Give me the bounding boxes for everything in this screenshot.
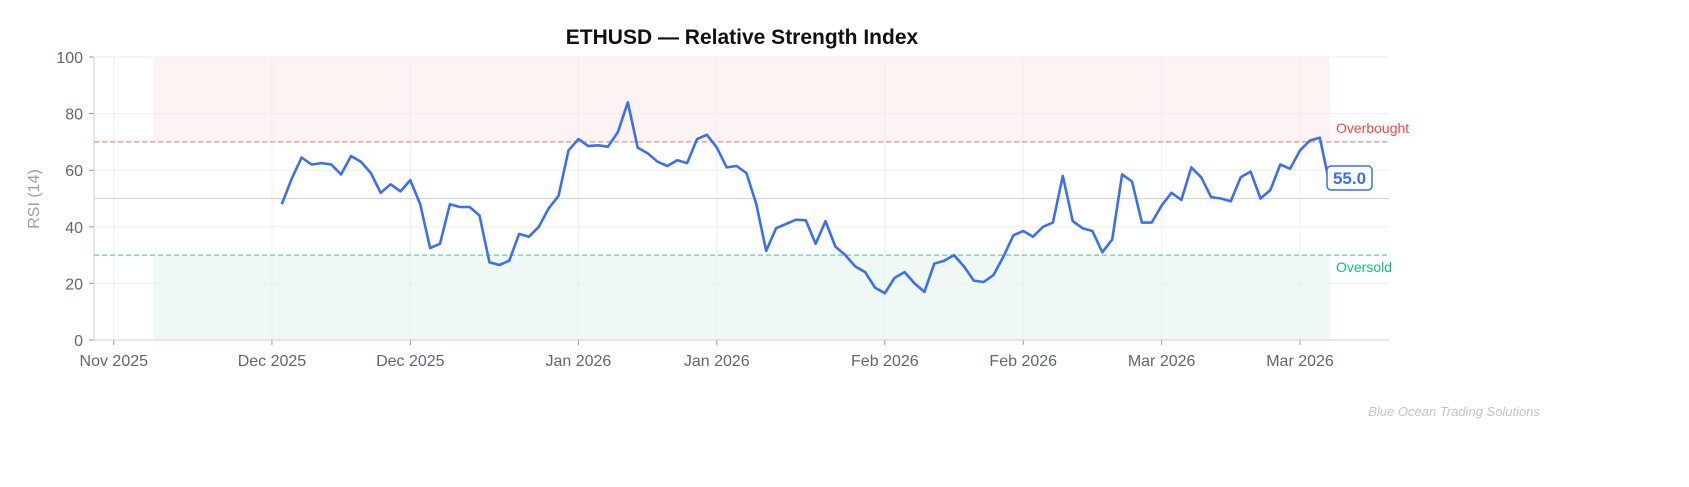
y-tick-label: 80: [65, 107, 83, 124]
x-tick-label: Dec 2025: [238, 353, 307, 370]
last-value-badge: 55.0: [1326, 165, 1373, 191]
x-tick-label: Feb 2026: [851, 353, 919, 370]
y-tick-label: 100: [56, 50, 83, 67]
x-tick-label: Feb 2026: [989, 353, 1057, 370]
rsi-line: [280, 101, 1331, 295]
y-tick-label: 40: [65, 220, 83, 237]
chart-title: ETHUSD — Relative Strength Index: [566, 26, 919, 49]
oversold-zone: [153, 255, 1330, 340]
x-tick-label: Dec 2025: [376, 353, 445, 370]
last-value-text: 55.0: [1333, 169, 1366, 188]
y-tick-label: 60: [65, 163, 83, 180]
y-tick-label: 0: [74, 333, 83, 350]
x-tick-label: Jan 2026: [684, 353, 750, 370]
x-tick-label: Mar 2026: [1128, 353, 1196, 370]
overbought-label: Overbought: [1336, 120, 1409, 136]
oversold-label: Oversold: [1336, 259, 1392, 275]
x-tick-label: Mar 2026: [1266, 353, 1334, 370]
y-tick-label: 20: [65, 276, 83, 293]
y-axis-label: RSI (14): [26, 169, 43, 229]
watermark: Blue Ocean Trading Solutions: [1368, 404, 1540, 419]
overbought-zone: [153, 57, 1330, 142]
x-tick-label: Jan 2026: [545, 353, 611, 370]
x-tick-label: Nov 2025: [80, 353, 149, 370]
